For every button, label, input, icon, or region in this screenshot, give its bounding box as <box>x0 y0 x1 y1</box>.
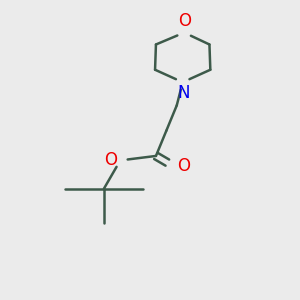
Text: O: O <box>104 151 117 169</box>
Text: O: O <box>177 157 190 175</box>
Text: N: N <box>177 84 190 102</box>
Text: O: O <box>178 12 191 30</box>
